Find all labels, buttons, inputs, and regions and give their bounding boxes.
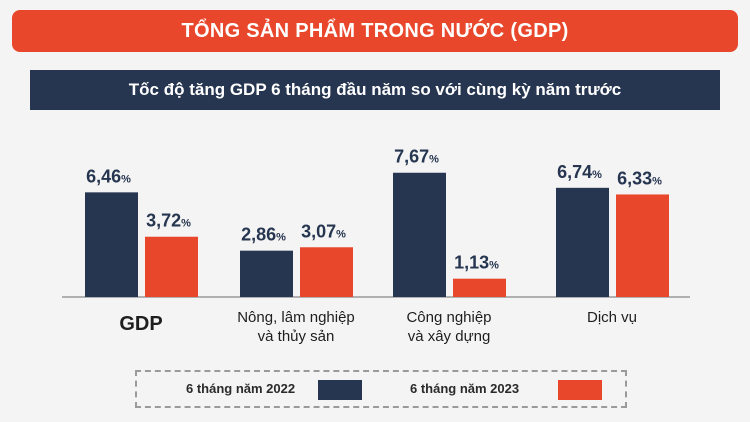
chart-title: TỔNG SẢN PHẨM TRONG NƯỚC (GDP) [181,19,569,42]
bar-2023-3 [616,194,669,297]
data-label-2023-1: 3,07% [301,221,346,241]
bar-2023-0 [145,236,198,297]
legend-label-2023: 6 tháng năm 2023 [410,381,520,396]
chart-subtitle-bar: Tốc độ tăng GDP 6 tháng đầu năm so với c… [30,70,720,110]
data-label-2022-2: 7,67% [394,147,439,167]
legend-label-2022: 6 tháng năm 2022 [186,381,296,396]
category-label-2: Công nghiệp và xây dựng [406,309,491,345]
bar-2022-1 [240,250,293,297]
chart-title-banner: TỔNG SẢN PHẨM TRONG NƯỚC (GDP) [12,10,738,52]
legend-swatch-2022 [318,380,362,400]
bar-2022-3 [556,187,609,297]
legend-swatch-2023 [558,380,602,400]
data-label-2022-3: 6,74% [557,162,602,182]
data-label-2022-1: 2,86% [241,225,286,245]
category-label-1: Nông, lâm nghiệp và thủy sản [237,309,355,345]
legend [135,370,627,408]
bar-2022-0 [85,192,138,297]
data-label-2023-0: 3,72% [146,211,191,231]
category-label-0: GDP [119,313,162,335]
bar-2023-1 [300,247,353,297]
category-label-3: Dịch vụ [587,309,637,326]
data-label-2022-0: 6,46% [86,166,131,186]
data-label-2023-3: 6,33% [617,168,662,188]
bar-2022-2 [393,172,446,297]
chart-subtitle: Tốc độ tăng GDP 6 tháng đầu năm so với c… [128,80,622,99]
bar-2023-2 [453,278,506,297]
data-label-2023-2: 1,13% [454,253,499,273]
